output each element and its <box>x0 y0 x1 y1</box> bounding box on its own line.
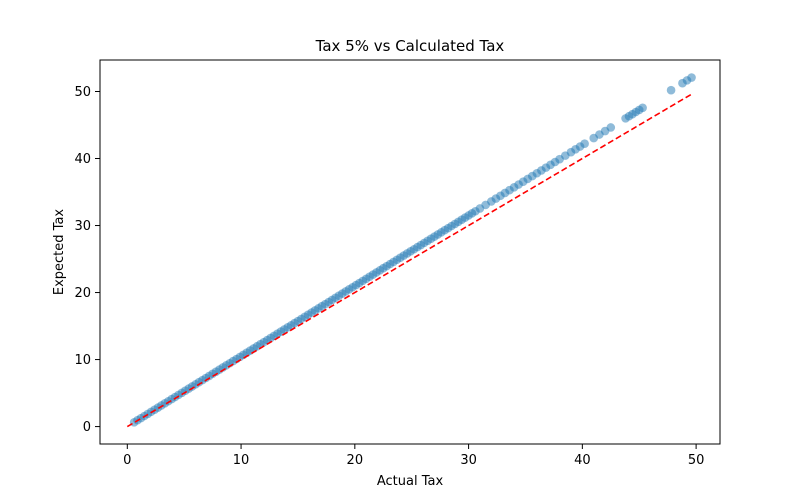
data-point <box>666 85 676 95</box>
data-point <box>687 73 696 82</box>
y-axis-label: Expected Tax <box>52 209 67 296</box>
y-tick-label: 10 <box>74 353 91 368</box>
reference-line <box>126 93 692 428</box>
data-point <box>606 123 616 132</box>
x-axis-label: Actual Tax <box>377 474 444 489</box>
x-tick-label: 40 <box>574 453 591 468</box>
reference-line-group <box>126 93 692 428</box>
data-point <box>580 139 589 148</box>
x-tick-label: 30 <box>460 453 477 468</box>
x-tick-label: 20 <box>347 453 364 468</box>
x-axis-ticks: 0 10 20 30 40 50 <box>123 444 704 468</box>
y-tick-label: 0 <box>83 420 91 435</box>
y-axis-ticks: 0 10 20 30 40 50 <box>74 85 100 435</box>
y-tick-label: 40 <box>74 152 91 167</box>
data-point <box>638 103 647 113</box>
x-tick-label: 0 <box>123 453 131 468</box>
y-tick-label: 20 <box>74 286 91 301</box>
x-tick-label: 10 <box>233 453 250 468</box>
y-tick-label: 30 <box>74 219 91 234</box>
plot-area-frame <box>99 59 721 445</box>
chart-title: Tax 5% vs Calculated Tax <box>315 37 505 55</box>
x-tick-label: 50 <box>688 453 705 468</box>
y-tick-label: 50 <box>74 85 91 100</box>
